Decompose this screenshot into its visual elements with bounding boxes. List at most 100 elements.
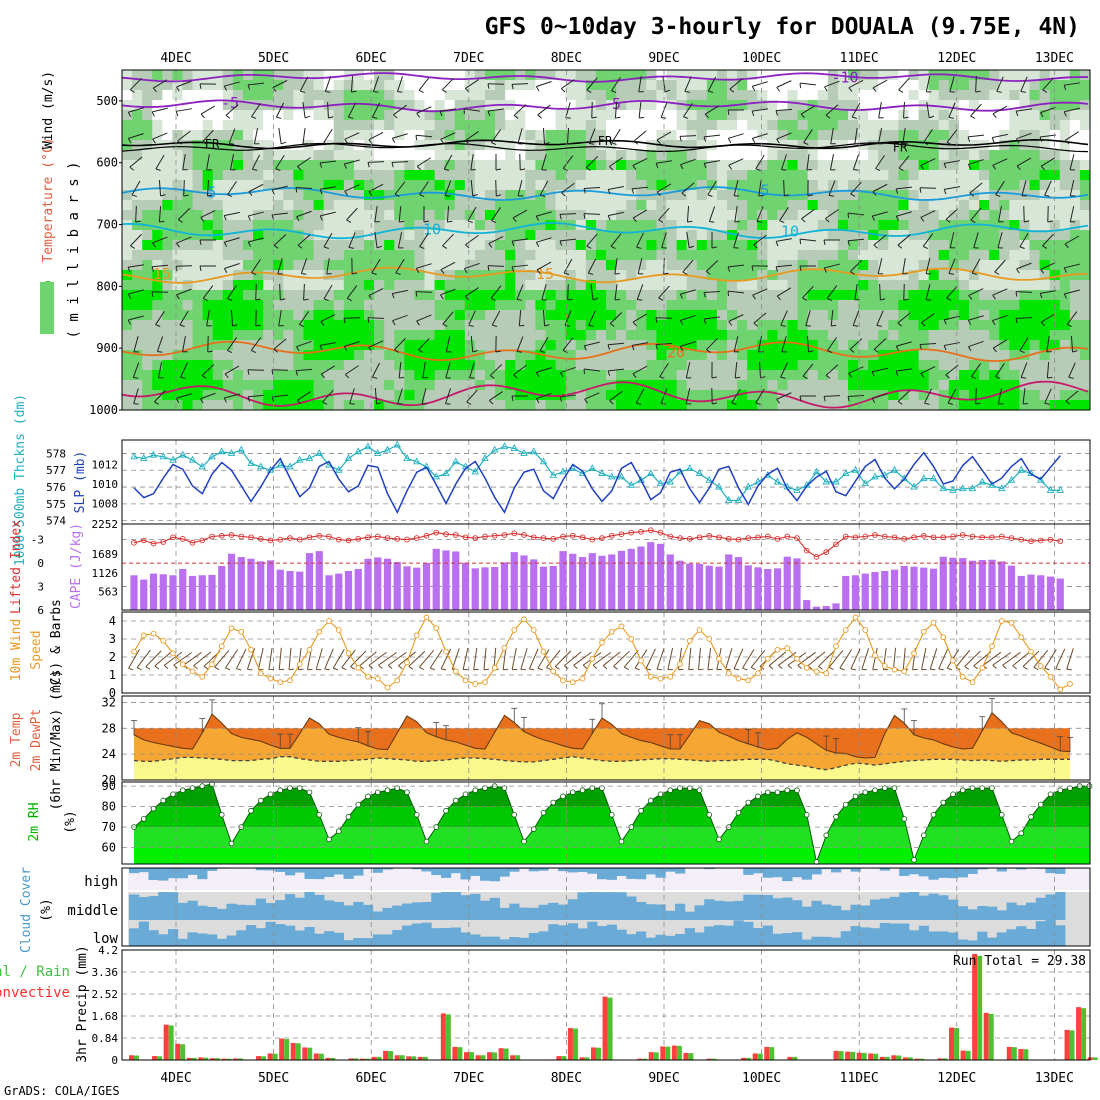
cape-bar	[910, 566, 918, 610]
rh-cell	[1039, 310, 1051, 321]
rh-cell	[787, 70, 799, 81]
cape-bar	[149, 573, 158, 610]
wind-barb	[755, 388, 765, 404]
rh-cell	[192, 130, 204, 141]
rh-cell	[797, 200, 809, 211]
wind-barb	[636, 246, 642, 249]
rh-cell	[888, 320, 900, 331]
rh-cell	[848, 120, 859, 131]
rh-cell	[837, 240, 849, 251]
wind-barb	[351, 90, 357, 93]
rh-cell	[464, 200, 476, 211]
rh-cell	[888, 280, 900, 291]
rh-cell	[858, 330, 869, 341]
rh-cell	[868, 340, 879, 351]
rh-cell	[485, 250, 496, 261]
wind-barb	[371, 258, 381, 274]
rh-cell	[888, 110, 900, 121]
rh-cell	[172, 400, 184, 410]
rh-cell	[948, 190, 960, 201]
wind-barb	[492, 324, 498, 327]
wind-barb	[132, 362, 140, 378]
rh-cell	[1059, 150, 1071, 161]
wind-barb	[994, 271, 1000, 275]
wind-barb	[202, 129, 214, 143]
wind-barb	[946, 297, 952, 301]
cape-bar	[432, 548, 440, 610]
rh-cell	[374, 310, 385, 321]
rh-cell	[938, 300, 950, 311]
rh-cell	[606, 80, 617, 91]
wind-barb	[946, 129, 958, 143]
rh-cell	[1029, 330, 1041, 341]
rh-cell	[303, 180, 315, 191]
rh-cell	[1069, 190, 1081, 201]
rh-cell	[162, 400, 174, 410]
rh-cell	[918, 210, 930, 221]
rh-cell	[616, 150, 627, 161]
thickness-marker	[861, 479, 870, 487]
rh-cell	[565, 300, 577, 311]
rh-cell	[424, 190, 436, 201]
rh-cell	[1069, 90, 1081, 101]
rh-cell	[182, 340, 194, 351]
rh-cell	[434, 300, 446, 311]
wind-barb	[535, 86, 540, 92]
rh-cell	[606, 350, 617, 361]
rh-cell	[414, 250, 426, 261]
rh-cell	[948, 200, 960, 211]
rh-cell	[958, 120, 970, 131]
rh-cell	[434, 390, 446, 401]
rh-cell	[505, 340, 516, 351]
rh-cell	[827, 190, 839, 201]
rh-cell	[737, 220, 748, 231]
rh-cell	[969, 100, 980, 111]
rh-cell	[495, 70, 506, 81]
rh-cell	[585, 380, 597, 391]
rh-cell	[162, 230, 174, 241]
rh-cell	[686, 200, 698, 211]
rh-cell	[888, 70, 900, 81]
rh-cell	[122, 120, 133, 131]
rh-cell	[979, 330, 990, 341]
rh-cell	[394, 250, 405, 261]
pressure-tick: 1000	[89, 403, 118, 417]
wind-barb	[320, 321, 325, 326]
rh-cell	[908, 360, 920, 371]
rh-cell	[807, 80, 819, 91]
rh-cell	[696, 210, 708, 221]
wind-barb	[1047, 376, 1053, 379]
wind-barb	[559, 213, 577, 215]
rh-cell	[757, 270, 768, 281]
thickness-marker	[890, 465, 899, 473]
rh-cell	[1069, 350, 1081, 361]
rh-cell	[283, 90, 295, 101]
rh-cell	[212, 100, 224, 111]
rh-cell	[333, 80, 345, 91]
rh-cell	[333, 140, 345, 151]
cape-bar	[500, 562, 509, 610]
rh-cell	[515, 120, 526, 131]
rh-cell	[485, 230, 496, 241]
rh-cell	[575, 150, 587, 161]
thickness-marker	[851, 465, 860, 473]
wind10-barb	[688, 668, 694, 671]
rh-cell	[454, 370, 466, 381]
rh-cell	[152, 270, 163, 281]
rh-cell	[958, 320, 970, 331]
wind-barb	[512, 422, 528, 423]
wind-barb	[152, 242, 156, 248]
wind-barb	[223, 268, 228, 274]
wind-barb	[903, 101, 905, 119]
li-marker	[296, 536, 303, 543]
rh-cell	[817, 140, 829, 151]
rh-cell	[323, 220, 335, 231]
wind-barb	[176, 288, 192, 296]
rh-cell	[696, 240, 708, 251]
rh-cell	[626, 240, 637, 251]
rh-cell	[969, 300, 980, 311]
rh-cell	[908, 190, 920, 201]
rh-cell	[343, 370, 355, 381]
rh-cell	[212, 160, 224, 171]
wind-speed-marker	[179, 661, 186, 668]
